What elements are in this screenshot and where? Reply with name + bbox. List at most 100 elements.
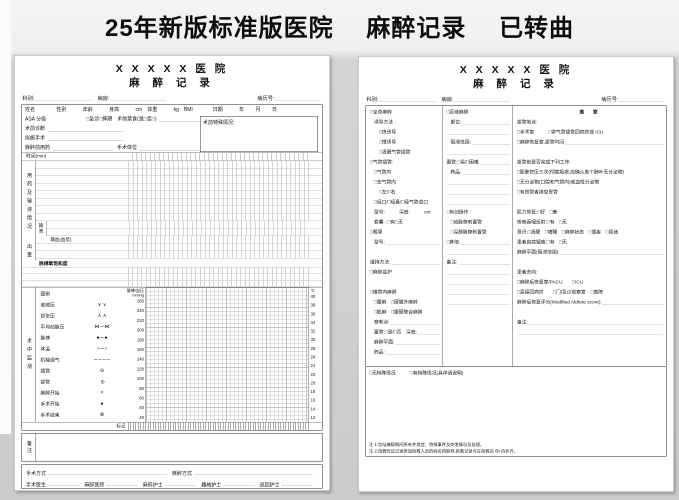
preop-diagnosis-row: 术前诊断 (22, 124, 322, 134)
form-line: □慢诱导 (379, 139, 397, 146)
form-line (443, 247, 513, 257)
signature-field: 器械护士 (201, 481, 259, 489)
form-line (443, 147, 513, 157)
patient-info-row: 姓名 性别 年龄 身高 cm 体重 kg BMI 日期 年 月 日 (25, 107, 277, 113)
legend-label: 拔管 (40, 379, 51, 386)
form-line: □喉罩 (370, 229, 383, 236)
form-title: 麻 醉 记 录 (129, 77, 215, 89)
legend-item: 舒张压 ∧ ∧ (41, 312, 117, 319)
special-situation-blank (366, 376, 666, 442)
form-line: □骶麻 □腰硬联合麻醉 (374, 309, 423, 316)
legend-label: 收缩压 (40, 302, 55, 309)
form-line (513, 257, 666, 267)
position-label: 手术体位 (117, 143, 204, 153)
page-title: 25年新版标准版医院 麻醉记录 已转曲 (104, 15, 575, 42)
special-situation-checkboxes: □无特殊情况 □有特殊情况(具体请说明) (369, 370, 464, 377)
legend-label: 插管 (40, 368, 51, 375)
form-line: □动脉穿刺置管 (450, 219, 482, 226)
infusion-subsection: 输液 (36, 221, 322, 236)
legend-symbol-icon: ●—● (96, 334, 108, 341)
spo2-row (22, 267, 322, 274)
form-line (443, 287, 513, 297)
form-line: □左/□右 (379, 189, 396, 196)
form-line: 穿刺点: (366, 317, 442, 327)
drug-infusion-section: 用药及输液情况 输液 (22, 161, 322, 244)
form-line: 维持方法: (366, 257, 442, 267)
temp-tick: 30 (310, 337, 316, 343)
form-line: 麻醉平面: (366, 337, 442, 347)
form-line: 置管:□易/□困难 (443, 157, 513, 167)
dept-label: 科别: (22, 95, 35, 102)
legend-symbol-icon: × (100, 389, 104, 396)
temp-tick: 22 (310, 371, 316, 377)
form-line (513, 307, 666, 317)
form-line: □麻醉后恢复室/PACU □ICU (517, 279, 584, 286)
legend-label: 体温 (40, 346, 51, 353)
form-line: □麻醉恢复室,拔管时间 (513, 137, 666, 147)
right-page: X X X X X 医 院 麻 醉 记 录 科别: 病房: 病历号: □全身麻醉… (358, 56, 674, 492)
legend-label: 机械通气 (40, 357, 60, 364)
form-line: □椎管内麻醉 (370, 289, 397, 296)
signature-field: 巡回护士 (260, 481, 318, 489)
form-line: □全身麻醉 (370, 109, 392, 116)
drug-row (35, 206, 322, 214)
premed-label: 麻醉前用药 (25, 143, 117, 153)
form-line: 置管:□是/□否 深度: (366, 327, 442, 337)
bp-tick: 40 (139, 405, 144, 411)
legend-label: 平均动脉压 (40, 324, 65, 331)
general-anesthesia-column: □全身麻醉 诱导方法 : □快诱导 □慢诱导 □清醒气管插管 □气管插管: □气管内 □支气管… (366, 106, 443, 366)
spo2-row (22, 280, 322, 287)
form-line: 部位: (443, 117, 513, 127)
remark-label: 备注 (22, 433, 36, 462)
time-label: 时间(min) (26, 153, 47, 160)
temp-tick: 40 (310, 294, 316, 299)
time-grid (132, 153, 309, 161)
form-line (513, 197, 666, 207)
mark-ticks (128, 422, 309, 430)
form-line (443, 177, 513, 187)
legend-symbol-icon: ● (100, 400, 104, 407)
bp-scale-column: 脉搏/血压 mmHg 260 240 220 200 180 160 140 120 100 80… (120, 288, 146, 423)
signature-field: 手术医生 (26, 481, 84, 489)
form-line (443, 197, 513, 207)
temp-tick: 18 (310, 389, 316, 395)
bp-tick: 100 (136, 376, 144, 382)
form-line: □区域麻醉 (446, 109, 469, 116)
planned-operation-row: 拟施手术 (22, 134, 322, 144)
infusion-label: 输液 (36, 221, 47, 236)
form-line: 型号: (366, 237, 442, 247)
legend-header: 图例 (40, 291, 51, 298)
form-line (443, 187, 513, 197)
form-line: □经口/□经鼻/□经气管造口 (374, 199, 428, 206)
output-row (35, 251, 322, 259)
form-line (513, 147, 666, 157)
drug-row (35, 191, 322, 199)
hospital-name: X X X X X 医 院 (115, 63, 229, 75)
form-line: 患者自控镇痛:□有 □无 (517, 239, 567, 246)
drug-row (35, 176, 322, 184)
bp-tick: 260 (136, 298, 144, 304)
legend-symbol-icon: ○—○ (96, 345, 108, 352)
ward-blank (110, 100, 166, 101)
footer-field: 手术方式 (26, 469, 172, 477)
form-line (443, 267, 513, 277)
bp-scale-title: 脉搏/血压 (126, 288, 144, 294)
form-line: □气管内 (374, 169, 392, 176)
ward-label: 病房: (441, 96, 454, 103)
temp-tick: 20 (310, 380, 316, 386)
bp-tick: 180 (136, 337, 144, 343)
spo2-row (22, 274, 322, 281)
form-line: □无分泌物(口腔和气管内)或血性分泌物 (517, 179, 600, 186)
preop-special-box: 术前特殊情况: (200, 116, 318, 152)
premed-position-row: 麻醉前用药 手术体位 (22, 143, 322, 153)
form-line: □麻醉监护 (370, 269, 392, 276)
form-line: 备注: (443, 257, 513, 267)
form-line: 麻醉平面(阻滞范围): (513, 247, 666, 257)
legend-symbol-icon: ∨ ∨ (97, 301, 107, 308)
form-line: 意识:□清醒 □嗜睡 □麻醉状态 □谵妄 □昏迷 (517, 229, 619, 236)
legend-item: 麻醉开始 × (41, 389, 117, 396)
drug-row (35, 161, 322, 169)
drug-row (35, 183, 322, 191)
legend-item: 手术开始 ● (41, 400, 117, 407)
form-line: 拔管地点: (517, 119, 538, 126)
